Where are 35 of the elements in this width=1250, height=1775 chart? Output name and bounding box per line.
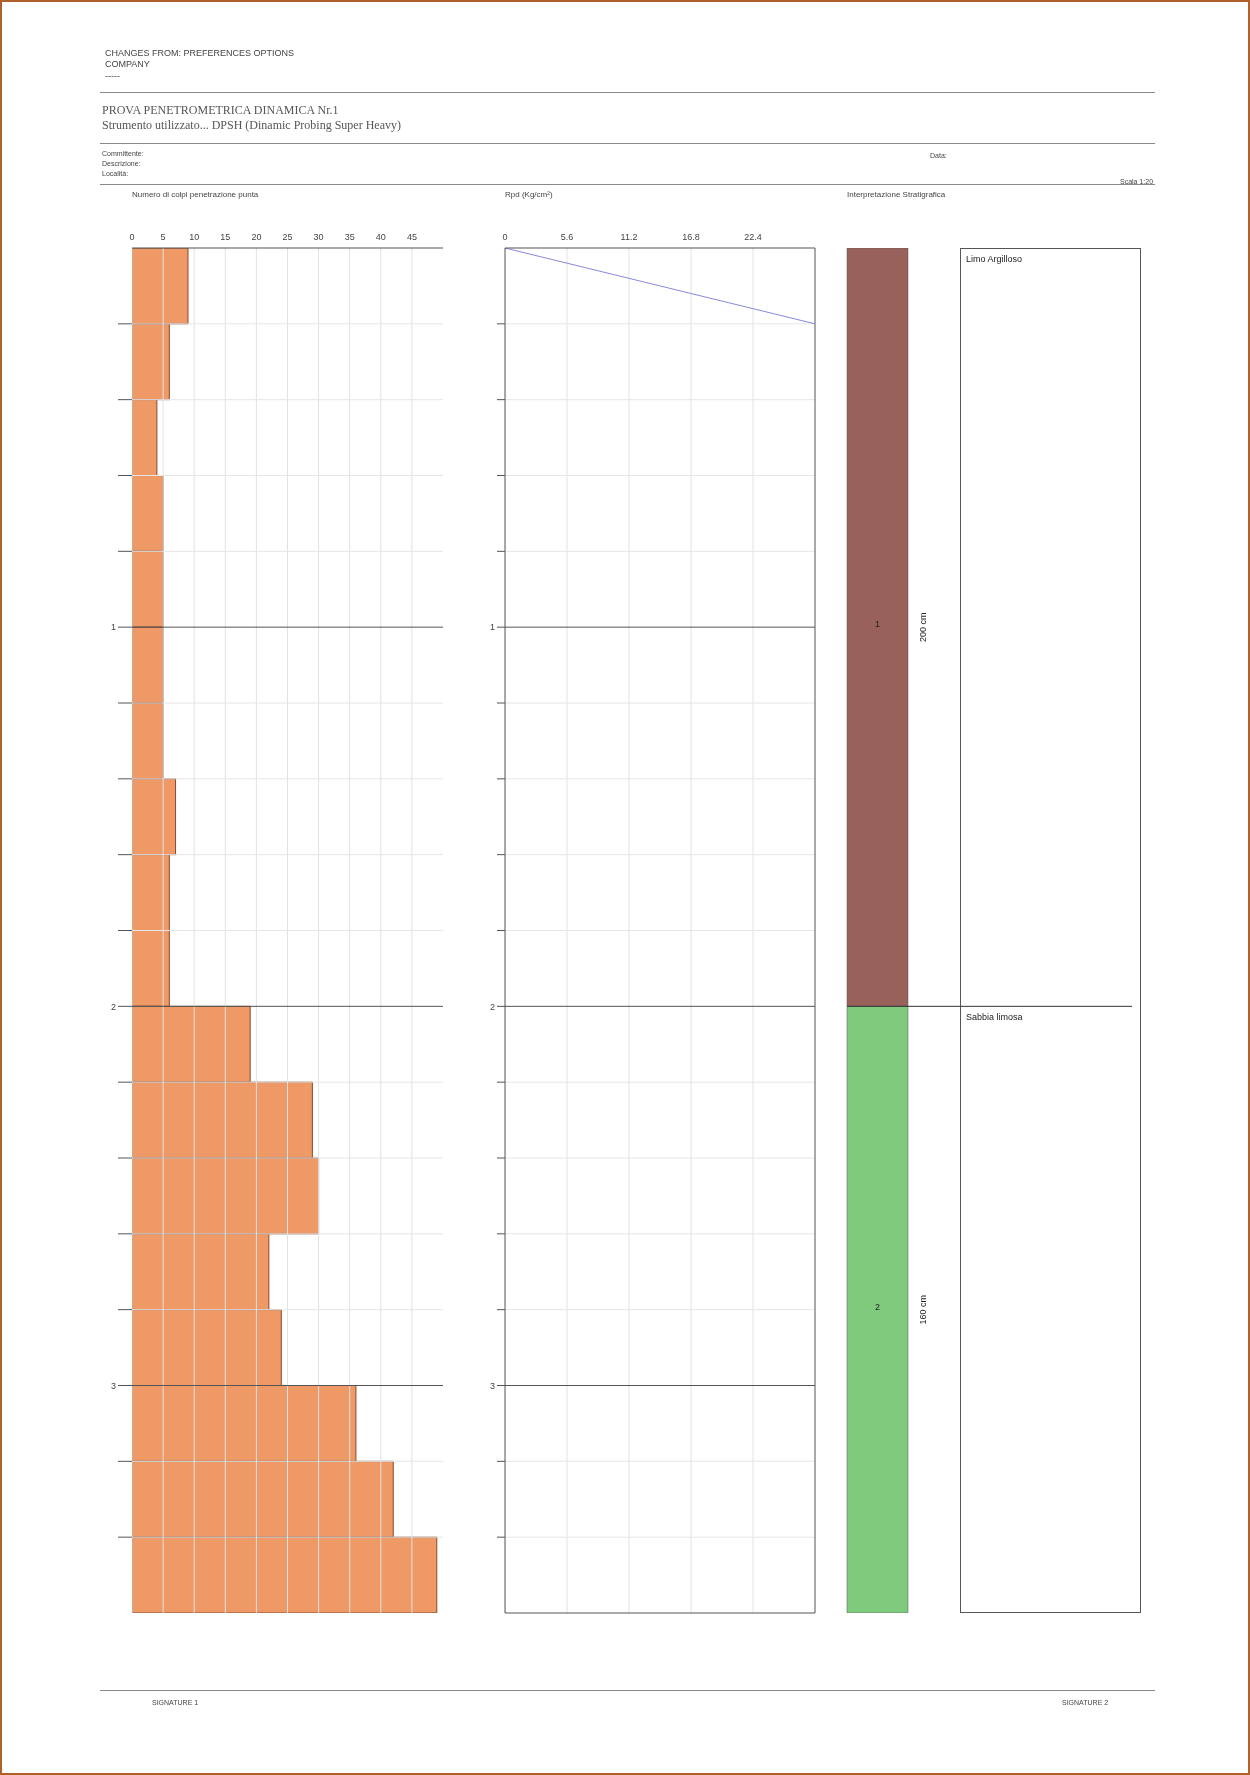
annotation: 1 <box>874 619 881 630</box>
x-tick-label: 5.6 <box>560 232 574 242</box>
text: 160 cm <box>918 1294 928 1325</box>
x-tick-label: 16.8 <box>682 232 700 242</box>
chart-title: Interpretazione Stratigrafica <box>847 190 946 199</box>
x-tick-label: 22.4 <box>744 232 762 242</box>
x-tick-label: 11.2 <box>620 232 638 242</box>
x-axis-title: Rpd (Kg/cm²) <box>505 190 553 199</box>
y-tick-label: 3 <box>489 1380 495 1391</box>
y-tick-label: 1 <box>489 622 495 633</box>
x-tick-label: 25 <box>282 232 293 242</box>
x-tick-label: 5 <box>160 232 166 242</box>
x-tick-label: 30 <box>313 232 324 242</box>
x-tick-label: 40 <box>375 232 386 242</box>
y-tick-label: 3 <box>110 1380 116 1391</box>
x-tick-label: 35 <box>344 232 355 242</box>
y-tick-label: 2 <box>110 1001 116 1012</box>
x-axis-title: Numero di colpi penetrazione punta <box>132 190 259 199</box>
y-tick-label: 2 <box>489 1001 495 1012</box>
annotation: 2 <box>874 1301 881 1312</box>
x-tick-label: 20 <box>251 232 262 242</box>
x-tick-label: 0 <box>502 232 508 242</box>
text: COMPANY <box>105 59 150 69</box>
text: ----- <box>105 71 120 81</box>
text: Limo Argilloso <box>966 254 1023 264</box>
text: CHANGES FROM: PREFERENCES OPTIONS <box>105 48 295 58</box>
text: Sabbia limosa <box>966 1012 1023 1023</box>
chart-subtitle: Strumento utilizzato... DPSH (Dinamic Probing Super Heavy) <box>102 118 401 133</box>
chart-title: PROVA PENETROMETRICA DINAMICA Nr.1 <box>102 103 339 118</box>
x-tick-label: 10 <box>189 232 200 242</box>
x-tick-label: 45 <box>406 232 417 242</box>
x-tick-label: 0 <box>129 232 135 242</box>
y-tick-label: 1 <box>110 622 116 633</box>
x-tick-label: 15 <box>220 232 231 242</box>
text: 200 cm <box>918 612 928 642</box>
